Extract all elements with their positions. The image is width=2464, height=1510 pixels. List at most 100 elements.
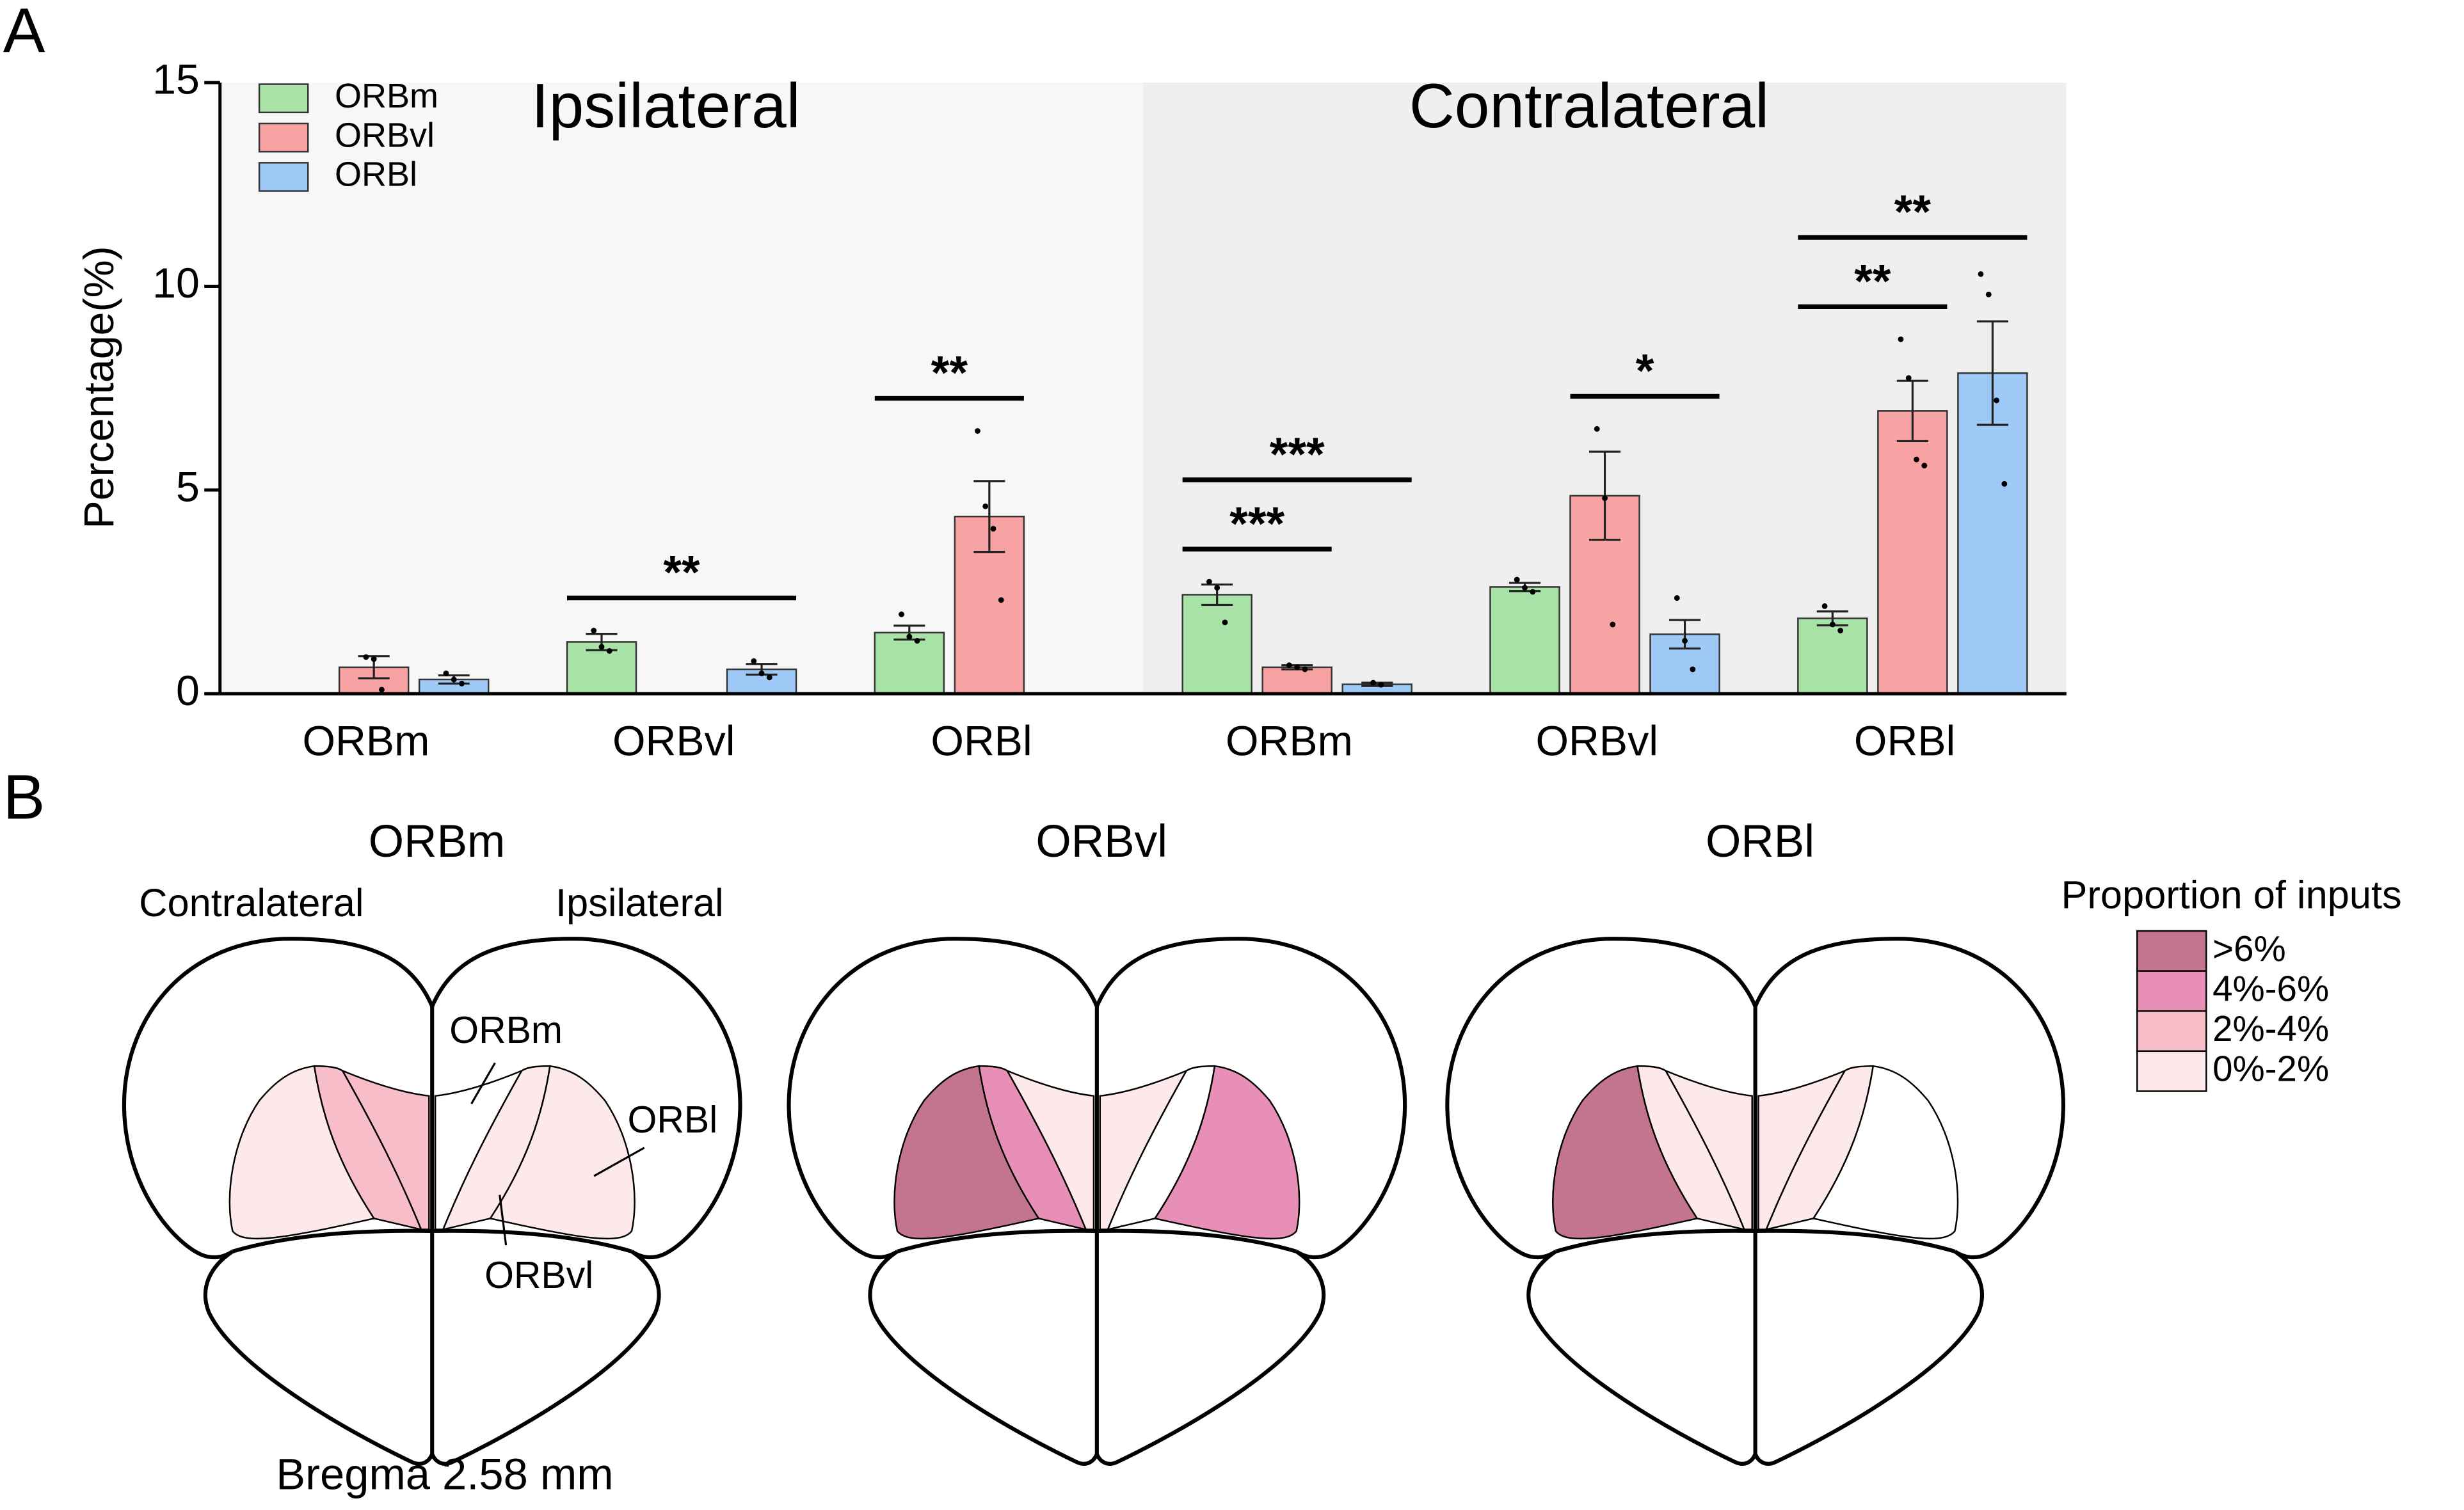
x-tick-label: ORBm <box>1226 717 1353 765</box>
brain-outline <box>787 937 1099 1466</box>
data-point <box>1610 621 1616 628</box>
y-tick-label: 15 <box>152 56 200 104</box>
data-point <box>363 654 369 660</box>
brain-outline <box>1753 937 2065 1466</box>
data-point <box>371 656 377 662</box>
data-point <box>379 687 385 693</box>
data-point <box>914 638 920 644</box>
significance-label: ** <box>663 546 700 599</box>
leader-line <box>593 1147 645 1177</box>
data-point <box>1914 456 1919 463</box>
data-point <box>1682 638 1688 644</box>
data-point <box>758 670 765 676</box>
x-tick-label: ORBvl <box>612 717 735 765</box>
data-point <box>990 525 996 532</box>
data-point <box>1206 578 1212 585</box>
data-point <box>906 633 913 640</box>
significance-label: *** <box>1270 427 1325 481</box>
data-point <box>1690 666 1696 672</box>
data-point <box>1530 589 1536 595</box>
x-tick-label: ORBm <box>302 717 429 765</box>
data-point <box>998 597 1004 603</box>
data-point <box>975 428 980 434</box>
data-point <box>1514 576 1520 583</box>
brain-region <box>340 1069 430 1230</box>
bar <box>1261 666 1332 695</box>
data-point <box>1674 595 1680 601</box>
data-point <box>1378 681 1384 688</box>
data-point <box>982 503 989 509</box>
data-point <box>451 676 457 683</box>
error-bar <box>1896 379 1928 443</box>
brain-region <box>1663 1069 1753 1230</box>
side-label: Contralateral <box>139 881 364 925</box>
slice-title: ORBvl <box>1036 816 1167 867</box>
brain-outline <box>430 937 742 1466</box>
leader-line <box>470 1062 496 1104</box>
bregma-note: Bregma 2.58 mm <box>276 1450 613 1499</box>
data-point <box>1294 664 1300 671</box>
error-bar <box>1976 320 2008 426</box>
significance-label: *** <box>1229 497 1284 550</box>
legend-swatch <box>258 83 309 113</box>
data-point <box>766 674 772 681</box>
legend-title: Proportion of inputs <box>2061 873 2401 918</box>
data-point <box>591 628 597 633</box>
bar <box>1957 372 2028 695</box>
legend-swatch <box>258 122 309 153</box>
data-point <box>1985 291 1992 298</box>
error-bar <box>1361 681 1393 687</box>
brain-slice: ORBm <box>122 816 742 1466</box>
data-point <box>1821 603 1828 609</box>
region-label: ORBl <box>628 1099 718 1141</box>
brain-region <box>1812 1065 1959 1240</box>
legend-label: ORBm <box>335 77 438 115</box>
data-point <box>1286 662 1292 669</box>
legend-label: ORBvl <box>335 116 435 154</box>
significance-label: ** <box>1854 254 1891 307</box>
data-point <box>1522 585 1528 591</box>
data-point <box>1594 425 1600 432</box>
data-point <box>1898 336 1904 342</box>
legend-swatch <box>258 162 309 192</box>
side-label: Ipsilateral <box>556 881 724 925</box>
slice-title: ORBl <box>1706 816 1814 867</box>
y-tick-label: 10 <box>152 260 200 307</box>
legend-swatch <box>2136 1010 2207 1053</box>
y-tick-label: 0 <box>176 667 200 715</box>
data-point <box>1222 619 1228 626</box>
brain-region <box>1153 1065 1300 1240</box>
legend-label: 2%-4% <box>2212 1008 2329 1049</box>
data-point <box>1921 463 1928 469</box>
data-point <box>1978 271 1984 277</box>
data-point <box>459 680 465 687</box>
brain-slice: ORBl <box>1445 816 2065 1466</box>
bar <box>1797 617 1868 695</box>
bar <box>1877 410 1948 695</box>
y-tick-label: 5 <box>176 463 200 511</box>
brain-outline <box>122 937 435 1466</box>
section-title: Ipsilateral <box>531 70 800 141</box>
data-point <box>1302 666 1308 672</box>
data-point <box>1905 375 1912 381</box>
region-label: ORBm <box>449 1010 563 1051</box>
data-point <box>751 658 757 664</box>
panel-label: A <box>3 0 45 65</box>
data-point <box>1214 585 1220 591</box>
error-bar <box>1669 619 1701 650</box>
data-point <box>1837 628 1844 633</box>
section-title: Contralateral <box>1409 70 1769 141</box>
data-point <box>899 611 904 617</box>
legend-label: >6% <box>2212 928 2286 969</box>
data-point <box>443 670 449 676</box>
significance-label: ** <box>931 346 968 399</box>
data-point <box>1829 621 1836 628</box>
bar <box>874 632 945 695</box>
brain-slice: ORBvl <box>787 816 1407 1466</box>
data-point <box>1994 397 1999 404</box>
brain-region <box>1005 1069 1095 1230</box>
significance-label: * <box>1636 344 1654 397</box>
legend-swatch <box>2136 970 2207 1012</box>
data-point <box>1370 680 1376 686</box>
region-label: ORBvl <box>484 1255 593 1296</box>
